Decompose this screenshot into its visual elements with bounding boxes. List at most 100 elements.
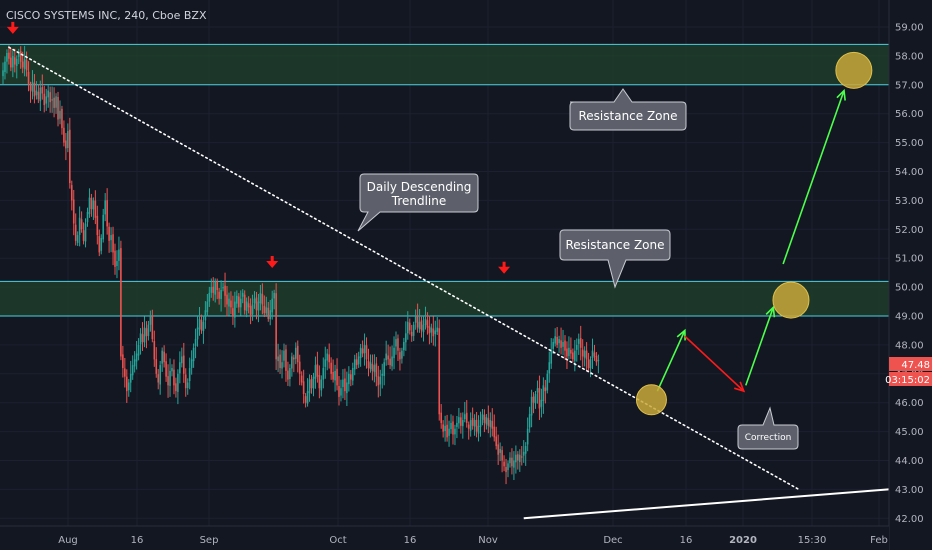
price-tick-label: 58.00 [895,51,924,62]
candle [29,81,32,103]
candle [440,404,442,429]
candle-body [308,379,311,394]
candle-body [318,375,321,389]
candle [179,351,181,384]
candle [361,340,364,358]
price-tick-label: 59.00 [895,23,924,34]
candle-body [163,351,165,363]
candle-body [271,298,274,313]
candle [597,354,600,374]
candle [355,353,358,370]
candle [294,342,297,365]
candle-body [513,460,515,468]
candle [522,440,525,463]
candle-body [43,93,46,106]
target-circle [635,384,667,416]
candle [375,357,378,387]
descending-trendline[interactable] [8,46,800,491]
candle-body [204,310,207,321]
candle-body [517,454,519,461]
time-tick-label: 16 [131,535,144,546]
candle [513,451,515,481]
time-axis[interactable]: Aug 16 Sep Oct 16 Nov Dec 16 2020 15:30 Feb [0,525,889,550]
candle-body [124,368,126,377]
price-tick-label: 51.00 [895,254,924,265]
price-axis[interactable]: 42.0043.0044.0045.0046.0047.0048.0049.00… [888,0,932,550]
candle [129,360,132,393]
candle-body [184,374,187,389]
candle [261,283,264,315]
candle-body [267,307,270,319]
time-tick-label: Aug [58,535,78,546]
candle-body [70,185,73,201]
candle-body [469,420,472,431]
candle-body [208,292,211,302]
candle [593,344,596,361]
candle [350,369,352,387]
candle [330,357,332,380]
callout-resistance-top[interactable]: Resistance Zone [569,88,687,131]
candle-body [581,349,584,357]
candle-body [257,301,260,311]
candle [448,420,450,447]
candle [430,323,433,343]
resistance-zone [0,281,889,316]
candle-body [570,349,572,354]
candle [267,302,270,322]
candle [403,337,405,357]
candle [336,358,338,391]
candle-body [261,294,264,305]
price-tick-label: 57.00 [895,80,924,91]
candle [503,455,505,472]
candle [306,378,309,407]
candle [251,294,254,321]
candle-body [198,318,201,330]
candle-body [69,129,71,184]
candle-body [332,371,334,380]
callout-resistance-mid[interactable]: Resistance Zone [559,229,671,289]
price-tick-label: 43.00 [895,485,924,496]
candle-body [31,81,34,92]
candle [546,370,549,394]
callout-trendline[interactable]: Daily Descending Trendline [357,173,479,232]
candle-body [116,261,118,266]
candle-body [298,361,301,374]
candle [86,207,89,227]
candle [511,448,513,475]
candle [279,349,281,374]
candle [120,240,122,361]
candle-body [410,331,413,337]
candle [515,445,517,474]
candle-body [118,249,120,261]
candle [226,286,228,317]
candle [581,339,584,367]
callout-correction[interactable]: Correction [737,406,799,450]
candle [296,340,299,373]
candle [241,289,244,304]
candle [334,364,336,392]
candle-body [355,359,358,366]
price-axis-background [889,0,932,550]
candle [577,333,580,355]
candle-body [467,424,470,429]
candle [344,368,346,401]
candle-body [479,420,482,427]
candle-body [98,236,101,253]
candle [304,393,307,408]
candle [495,426,498,450]
candle-body [226,294,228,305]
candle-body [520,456,523,458]
candle-body [393,347,395,359]
callout-label: Resistance Zone [578,109,677,123]
candle-body [25,59,28,71]
candle [560,327,562,355]
candle-body [544,387,547,392]
resistance-zone [0,44,889,85]
candle-body [129,373,132,383]
candle [127,379,130,397]
support-trendline[interactable] [523,486,907,520]
candle [438,319,441,421]
candle-body [458,417,460,424]
price-tick-label: 55.00 [895,138,924,149]
